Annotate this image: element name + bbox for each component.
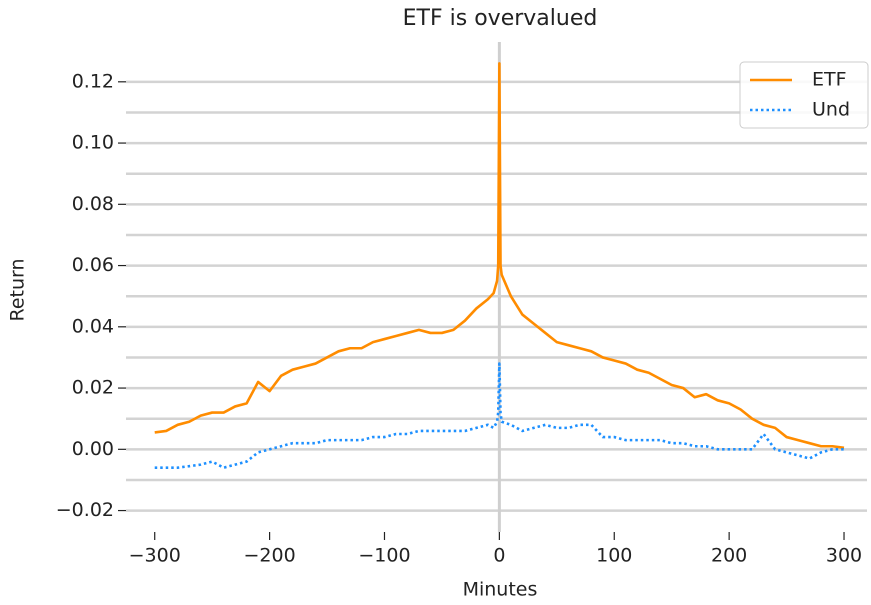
x-axis-label: Minutes xyxy=(463,579,538,601)
x-tick-label: −300 xyxy=(129,545,181,567)
legend-box xyxy=(739,61,869,129)
data-line xyxy=(154,62,845,450)
legend-label: ETF xyxy=(812,69,847,91)
legend-label: Und xyxy=(812,99,850,121)
x-tick-label: 200 xyxy=(711,545,747,567)
x-tick-label: 100 xyxy=(596,545,632,567)
x-tick-label: 0 xyxy=(493,545,505,567)
y-tick-label: 0.12 xyxy=(72,70,114,92)
chart-title: ETF is overvalued xyxy=(403,6,598,31)
y-tick-label: 0.00 xyxy=(72,438,114,460)
y-tick-label: 0.04 xyxy=(72,315,114,337)
x-tick-label: 300 xyxy=(826,545,862,567)
y-tick-label: 0.10 xyxy=(72,132,114,154)
x-tick-label: −100 xyxy=(358,545,410,567)
y-tick-label: 0.06 xyxy=(72,254,114,276)
y-tick-label: 0.02 xyxy=(72,377,114,399)
x-tick-label: −200 xyxy=(244,545,296,567)
y-tick-label: 0.08 xyxy=(72,193,114,215)
y-axis-label: Return xyxy=(7,258,29,321)
y-tick-label: −0.02 xyxy=(56,499,114,521)
